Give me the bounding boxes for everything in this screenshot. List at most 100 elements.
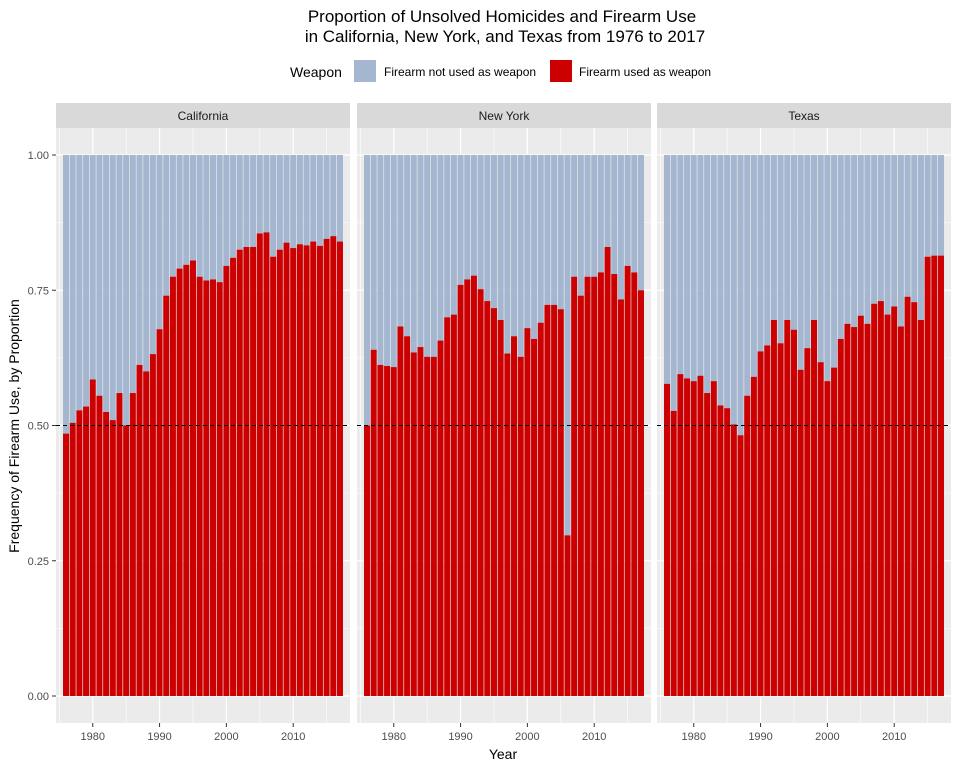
- bar-used-new-york-1985: [424, 356, 431, 696]
- bar-not-used-california-1977: [69, 155, 76, 423]
- y-tick-label-0.50: 0.50: [28, 421, 49, 433]
- bar-used-new-york-2014: [617, 299, 624, 696]
- bar-used-new-york-1982: [404, 336, 411, 696]
- bar-not-used-texas-2014: [917, 155, 924, 321]
- bar-used-texas-1976: [664, 383, 671, 696]
- bar-used-california-2006: [263, 232, 270, 696]
- bar-not-used-california-2008: [276, 155, 283, 250]
- bar-not-used-texas-2003: [844, 155, 851, 324]
- legend-label-firearm-not-used: Firearm not used as weapon: [384, 65, 536, 79]
- legend-swatch-firearm-not-used: [354, 60, 376, 82]
- y-axis-title: Frequency of Firearm Use, by Proportion: [6, 299, 22, 553]
- bar-not-used-new-york-2016: [631, 155, 638, 273]
- bar-used-new-york-2009: [584, 276, 591, 696]
- bar-used-texas-1992: [770, 320, 777, 696]
- bar-not-used-california-1994: [183, 155, 190, 265]
- x-tick-label-texas-1980: 1980: [682, 731, 706, 743]
- bar-used-california-1984: [116, 393, 123, 696]
- bar-not-used-new-york-2014: [617, 155, 624, 300]
- bar-used-california-2010: [290, 248, 297, 696]
- bar-used-texas-1985: [724, 408, 731, 696]
- bar-used-new-york-2001: [531, 338, 538, 696]
- bar-not-used-california-2011: [296, 155, 303, 245]
- bar-not-used-texas-1987: [737, 155, 744, 436]
- bar-used-california-2008: [276, 249, 283, 697]
- bar-used-new-york-1996: [497, 320, 504, 696]
- bar-used-california-2014: [316, 245, 323, 696]
- bar-not-used-new-york-1976: [364, 155, 371, 426]
- bar-used-california-1981: [96, 395, 103, 696]
- bar-not-used-texas-1998: [811, 155, 818, 321]
- bar-used-texas-2003: [844, 323, 851, 696]
- x-tick-label-texas-2000: 2000: [815, 731, 839, 743]
- x-tick-label-california-2010: 2010: [281, 731, 305, 743]
- strip-label-texas: Texas: [788, 109, 819, 123]
- bar-not-used-new-york-1988: [444, 155, 451, 318]
- bar-not-used-california-1982: [103, 155, 110, 412]
- bar-not-used-texas-1982: [704, 155, 711, 394]
- bar-not-used-california-2010: [290, 155, 297, 249]
- bar-used-texas-2012: [904, 296, 911, 696]
- bar-not-used-new-york-2013: [611, 155, 618, 275]
- bar-used-new-york-1977: [370, 349, 377, 696]
- bar-used-california-1996: [196, 276, 203, 696]
- bar-used-new-york-1997: [504, 353, 511, 696]
- bar-not-used-texas-2002: [837, 155, 844, 339]
- bar-used-california-2003: [243, 246, 250, 696]
- bar-not-used-texas-2017: [937, 155, 944, 256]
- bar-not-used-new-york-2011: [597, 155, 604, 273]
- y-tick-label-0.75: 0.75: [28, 285, 49, 297]
- bar-used-new-york-2015: [624, 265, 631, 696]
- bar-used-new-york-2016: [631, 272, 638, 696]
- bar-used-new-york-1994: [484, 301, 491, 696]
- bar-used-texas-1990: [757, 351, 764, 696]
- bar-not-used-texas-1992: [770, 155, 777, 321]
- bar-not-used-california-1989: [149, 155, 156, 355]
- bar-not-used-texas-2016: [931, 155, 938, 256]
- bar-not-used-california-2014: [316, 155, 323, 246]
- bar-not-used-texas-1997: [804, 155, 811, 349]
- bar-used-texas-1981: [697, 375, 704, 696]
- bar-not-used-california-1986: [129, 155, 136, 394]
- bar-not-used-new-york-1982: [404, 155, 411, 337]
- bar-used-new-york-2003: [544, 304, 551, 696]
- bar-not-used-new-york-1977: [370, 155, 377, 350]
- bar-not-used-new-york-1979: [384, 155, 391, 366]
- bar-not-used-new-york-1978: [377, 155, 384, 365]
- bar-used-texas-1993: [777, 343, 784, 696]
- bar-not-used-new-york-2006: [564, 155, 571, 536]
- bar-not-used-new-york-2005: [557, 155, 564, 310]
- x-tick-label-california-1980: 1980: [81, 731, 105, 743]
- bar-not-used-california-2005: [256, 155, 263, 234]
- bar-not-used-new-york-1996: [497, 155, 504, 321]
- bar-not-used-new-york-2003: [544, 155, 551, 305]
- strip-california: [56, 103, 350, 128]
- bar-used-california-1999: [216, 282, 223, 696]
- bar-used-texas-2017: [937, 255, 944, 696]
- legend: Weapon Firearm not used as weapon Firear…: [290, 60, 711, 82]
- bar-used-new-york-1976: [364, 425, 371, 696]
- bar-used-california-1994: [183, 264, 190, 696]
- bar-used-texas-1987: [737, 435, 744, 696]
- bar-not-used-new-york-1991: [464, 155, 471, 280]
- x-tick-label-new-york-1990: 1990: [448, 731, 472, 743]
- bar-not-used-california-1981: [96, 155, 103, 396]
- bar-used-texas-2008: [877, 301, 884, 696]
- bar-not-used-california-1990: [156, 155, 163, 330]
- bar-used-texas-1982: [704, 393, 711, 696]
- bar-used-california-2017: [336, 241, 343, 696]
- bar-used-texas-1978: [677, 374, 684, 696]
- bar-not-used-new-york-2017: [637, 155, 644, 291]
- bar-used-new-york-2006: [564, 535, 571, 696]
- bar-used-texas-2013: [911, 302, 918, 696]
- bar-not-used-new-york-2004: [551, 155, 558, 305]
- bar-used-texas-2004: [851, 327, 858, 696]
- bar-not-used-texas-1983: [710, 155, 717, 382]
- bar-not-used-california-2012: [303, 155, 310, 246]
- bar-used-texas-1983: [710, 381, 717, 696]
- bar-used-new-york-2013: [611, 274, 618, 696]
- bar-used-california-1986: [129, 393, 136, 696]
- panel-texas: Texas 1980 1990 2000 2010: [657, 103, 951, 743]
- bar-not-used-california-2004: [250, 155, 257, 247]
- legend-title: Weapon: [290, 64, 342, 80]
